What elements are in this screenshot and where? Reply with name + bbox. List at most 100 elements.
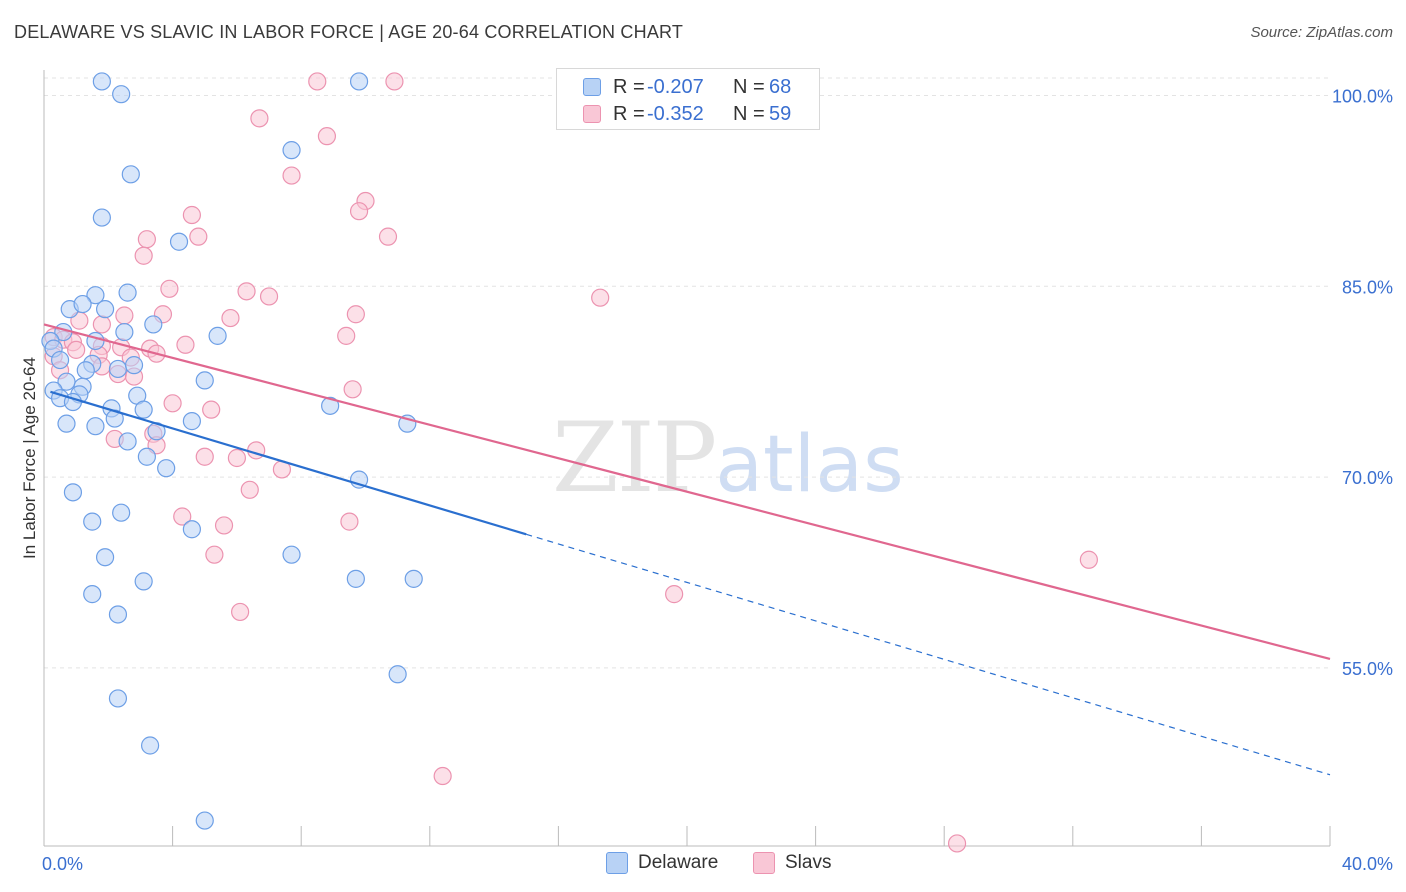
slavs-point — [231, 602, 250, 622]
chart-title: DELAWARE VS SLAVIC IN LABOR FORCE | AGE … — [14, 22, 684, 42]
delaware-point — [144, 315, 163, 334]
delaware-point — [76, 361, 95, 380]
slavs-point — [433, 766, 452, 786]
slavs-point — [337, 326, 356, 345]
source-label: Source: ZipAtlas.com — [1250, 24, 1393, 41]
delaware-point — [95, 548, 115, 567]
legend-swatch-delaware — [606, 852, 628, 874]
legend-item-slavs[interactable]: Slavs — [753, 852, 831, 874]
y-axis-label: In Labor Force | Age 20-64 — [20, 357, 39, 559]
delaware-point — [404, 569, 423, 588]
delaware-point — [83, 512, 102, 531]
delaware-point — [195, 811, 214, 830]
legend-row-slavs: R = -0.352 N = 59 — [583, 102, 791, 126]
delaware-point — [182, 520, 201, 539]
delaware-point — [50, 350, 70, 370]
slavs-point — [202, 400, 221, 419]
delaware-point — [182, 412, 201, 431]
legend-label-slavs: Slavs — [785, 852, 832, 873]
slavs-point — [1079, 550, 1098, 569]
delaware-point — [86, 417, 105, 436]
delaware-point — [86, 286, 105, 305]
slavs-point — [115, 306, 134, 325]
delaware-point — [63, 483, 83, 502]
slavs-point — [173, 507, 192, 526]
slavs-point — [346, 305, 365, 324]
slavs-point — [250, 109, 269, 128]
slavs-point — [385, 72, 404, 91]
legend-swatch-delaware — [583, 78, 601, 96]
slavs-point — [308, 72, 327, 91]
delaware-point — [124, 356, 144, 375]
legend-item-delaware[interactable]: Delaware — [606, 852, 718, 874]
delaware-point — [282, 545, 301, 564]
slavs-point — [134, 246, 153, 265]
slavs-point — [237, 282, 256, 301]
y-tick-label: 70.0% — [1342, 468, 1393, 488]
legend-swatch-slavs — [753, 852, 775, 874]
slavs-point — [591, 288, 610, 307]
slavs-point — [67, 340, 86, 359]
correlation-legend: R = -0.207 N = 68 R = -0.352 N = 59 — [556, 68, 820, 130]
delaware-point — [388, 665, 407, 684]
slavs-point — [195, 447, 214, 466]
legend-n-label: N = — [733, 102, 765, 125]
slavs-point — [317, 127, 337, 146]
slavs-point — [163, 394, 182, 413]
watermark-atlas: atlas — [715, 420, 904, 510]
delaware-point — [92, 72, 111, 91]
delaware-trend-line — [50, 390, 527, 536]
slavs-point — [340, 512, 359, 531]
legend-row-delaware: R = -0.207 N = 68 — [583, 75, 791, 99]
delaware-point — [118, 432, 137, 451]
delaware-point — [112, 85, 131, 104]
delaware-point — [134, 572, 153, 591]
delaware-point — [73, 294, 92, 314]
delaware-point — [140, 736, 160, 755]
legend-n-value: 68 — [769, 75, 792, 98]
delaware-point — [57, 372, 76, 391]
delaware-trend-extension — [526, 533, 1331, 776]
slavs-point — [182, 205, 201, 225]
slavs-trend-line — [43, 323, 1331, 661]
delaware-point — [169, 232, 189, 251]
delaware-point — [321, 396, 340, 415]
slavs-point — [947, 834, 967, 853]
slavs-point — [205, 545, 224, 564]
x-tick-label: 40.0% — [1342, 854, 1393, 874]
delaware-point — [137, 447, 156, 466]
slavs-point — [349, 202, 369, 221]
delaware-point — [95, 300, 115, 319]
slavs-point — [240, 480, 259, 499]
delaware-point — [157, 459, 176, 478]
y-tick-label: 100.0% — [1332, 86, 1393, 106]
delaware-point — [108, 359, 128, 379]
watermark-zip: ZIP — [552, 402, 717, 514]
delaware-point — [282, 141, 301, 160]
delaware-point — [115, 322, 134, 342]
delaware-point — [349, 72, 369, 91]
legend-n-value: 59 — [769, 102, 792, 125]
slavs-point — [665, 585, 684, 604]
legend-r-label: R = — [613, 75, 645, 98]
slavs-point — [227, 448, 246, 468]
series-legend: Delaware Slavs — [0, 852, 1406, 878]
slavs-point — [176, 335, 195, 354]
slavs-point — [378, 227, 398, 246]
x-tick-label: 0.0% — [42, 854, 83, 874]
delaware-point — [92, 208, 111, 227]
legend-swatch-slavs — [583, 105, 601, 123]
legend-n-label: N = — [733, 75, 765, 98]
slavs-point — [259, 287, 279, 306]
slavs-point — [282, 166, 301, 185]
slavs-point — [221, 308, 240, 328]
delaware-point — [57, 414, 76, 433]
watermark: ZIPatlas — [552, 402, 904, 514]
delaware-point — [108, 605, 128, 624]
delaware-point — [108, 689, 128, 708]
delaware-point — [83, 585, 102, 604]
legend-r-value: -0.207 — [647, 75, 704, 98]
slavs-point — [343, 380, 362, 399]
legend-r-value: -0.352 — [647, 102, 704, 125]
delaware-point — [195, 371, 214, 390]
